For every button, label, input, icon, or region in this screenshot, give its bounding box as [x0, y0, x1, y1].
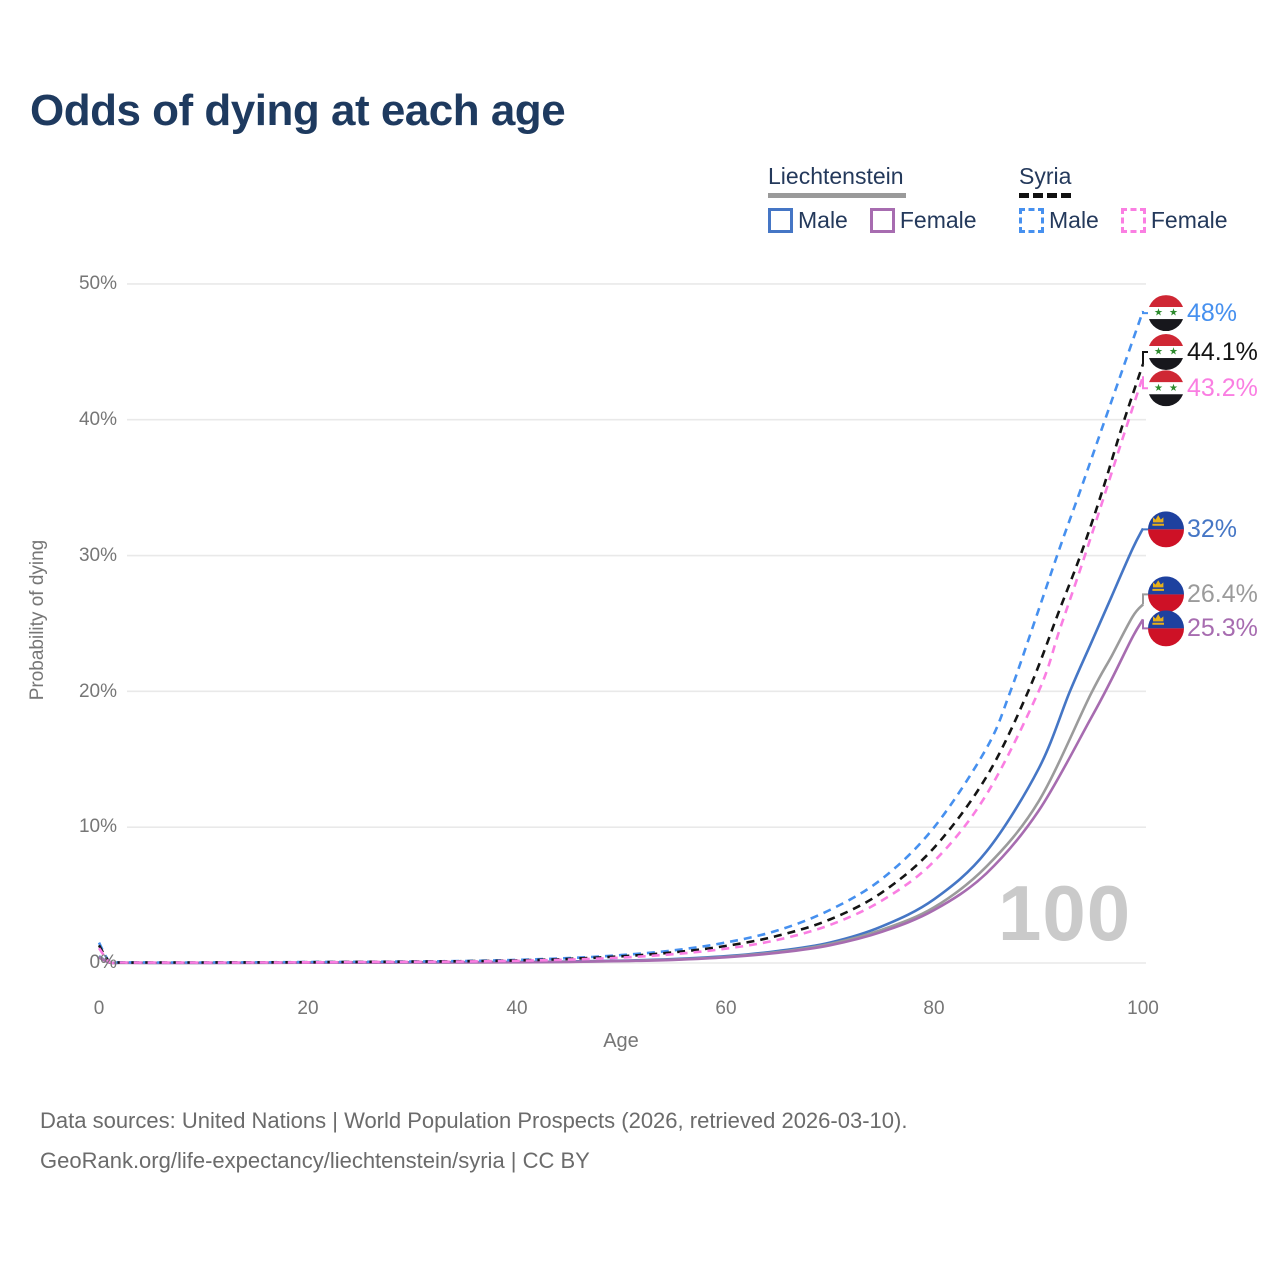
- svg-text:★: ★: [1169, 383, 1178, 394]
- flag-icon-syria-female: ★ ★: [1148, 370, 1184, 407]
- series-line-liechtenstein-male: [98, 527, 1145, 965]
- x-tick-40: 40: [506, 998, 528, 1019]
- svg-text:★: ★: [1169, 308, 1178, 319]
- legend-label-syria-female[interactable]: Female: [1150, 207, 1228, 233]
- legend-country-liechtenstein[interactable]: Liechtenstein: [768, 163, 906, 198]
- series-line-liechtenstein-all: [98, 603, 1145, 965]
- y-axis-label: Probability of dying: [27, 539, 48, 701]
- end-connector-syria-male: [1142, 311, 1148, 315]
- legend-swatch-syria-male[interactable]: [1019, 208, 1044, 233]
- legend-group-liechtenstein: Liechtenstein Male Female: [768, 163, 999, 234]
- footer-attribution-link[interactable]: GeoRank.org/life-expectancy/liechtenstei…: [40, 1148, 590, 1173]
- y-tick-0: 0%: [89, 952, 117, 973]
- end-connector-liechtenstein-female: [1142, 619, 1148, 630]
- y-tick-40: 40%: [78, 409, 117, 430]
- legend-label-liechtenstein-female[interactable]: Female: [899, 207, 977, 233]
- series-line-syria-female: [97, 375, 1145, 965]
- legend-country-syria[interactable]: Syria: [1019, 163, 1072, 198]
- end-label-syria-female: 43.2%: [1187, 374, 1258, 402]
- svg-text:★: ★: [1169, 347, 1178, 358]
- series-line-liechtenstein-female: [98, 618, 1145, 965]
- footer-data-sources: Data sources: United Nations | World Pop…: [40, 1108, 908, 1133]
- legend-label-syria-male[interactable]: Male: [1049, 207, 1099, 233]
- flag-icon-liechtenstein-female: [1148, 610, 1184, 647]
- flag-icon-liechtenstein-male: [1148, 511, 1184, 548]
- end-label-liechtenstein-male: 32%: [1187, 515, 1238, 543]
- series-line-syria-male: [97, 310, 1145, 965]
- y-tick-10: 10%: [78, 816, 117, 837]
- x-tick-100: 100: [1127, 998, 1159, 1019]
- x-tick-0: 0: [93, 998, 105, 1019]
- flag-icon-liechtenstein-all: [1148, 576, 1184, 613]
- end-connector-liechtenstein-male: [1142, 528, 1148, 531]
- end-label-liechtenstein-female: 25.3%: [1187, 614, 1258, 642]
- end-connector-syria-all: [1142, 351, 1148, 365]
- y-tick-30: 30%: [78, 545, 117, 566]
- end-connector-syria-female: [1142, 376, 1148, 390]
- svg-text:★: ★: [1154, 308, 1163, 319]
- x-tick-20: 20: [297, 998, 319, 1019]
- svg-text:★: ★: [1154, 383, 1163, 394]
- legend-swatch-liechtenstein-female[interactable]: [869, 208, 895, 233]
- end-label-liechtenstein-all: 26.4%: [1187, 580, 1258, 608]
- flag-icon-syria-all: ★ ★: [1148, 334, 1184, 371]
- x-axis-label: Age: [603, 1030, 639, 1052]
- end-label-syria-male: 48%: [1187, 299, 1238, 327]
- legend-group-syria: Syria Male Female: [1019, 163, 1250, 234]
- y-tick-20: 20%: [78, 681, 117, 702]
- end-connector-liechtenstein-all: [1142, 593, 1148, 605]
- legend-label-liechtenstein-male[interactable]: Male: [798, 207, 848, 233]
- page-title: Odds of dying at each age: [30, 86, 566, 135]
- end-label-syria-all: 44.1%: [1187, 338, 1258, 366]
- svg-text:★: ★: [1154, 347, 1163, 358]
- x-tick-80: 80: [923, 998, 945, 1019]
- legend-swatch-liechtenstein-male[interactable]: [768, 208, 793, 233]
- legend-swatch-syria-female[interactable]: [1120, 208, 1146, 233]
- y-tick-50: 50%: [78, 273, 117, 294]
- watermark-age-100: 100: [998, 869, 1132, 957]
- flag-icon-syria-male: ★ ★: [1148, 295, 1184, 332]
- x-tick-60: 60: [715, 998, 737, 1019]
